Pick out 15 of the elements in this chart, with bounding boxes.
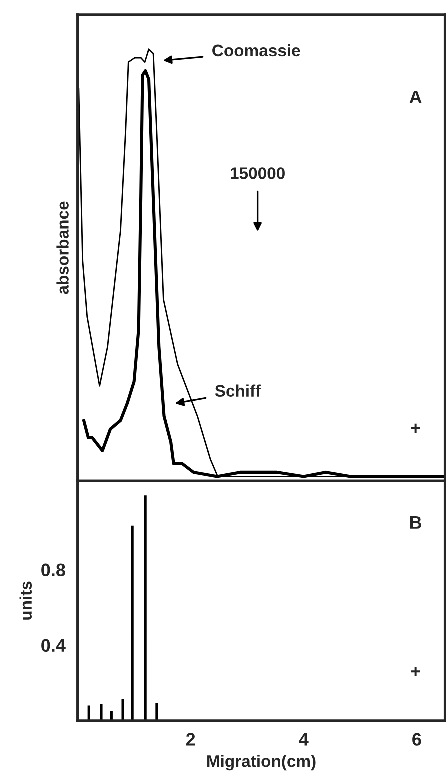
x-axis-title: Migration(cm)	[208, 755, 316, 771]
annotation: B	[410, 516, 422, 529]
x-tick-label: 4	[299, 733, 309, 746]
annotation: A	[410, 91, 422, 104]
y-tick-label: 0.8	[42, 564, 66, 577]
y-axis-title: absorbance	[56, 202, 69, 294]
annotation: Schiff	[215, 384, 262, 397]
annotation: +	[411, 424, 420, 434]
y-axis-title: units	[20, 582, 32, 620]
annotation: Coomassie	[212, 44, 300, 57]
y-tick-label: 0.4	[42, 639, 66, 652]
annotation: +	[411, 666, 420, 676]
annotation: 150000	[231, 168, 285, 180]
x-tick-label: 2	[186, 733, 196, 746]
x-tick-label: 6	[412, 733, 422, 746]
